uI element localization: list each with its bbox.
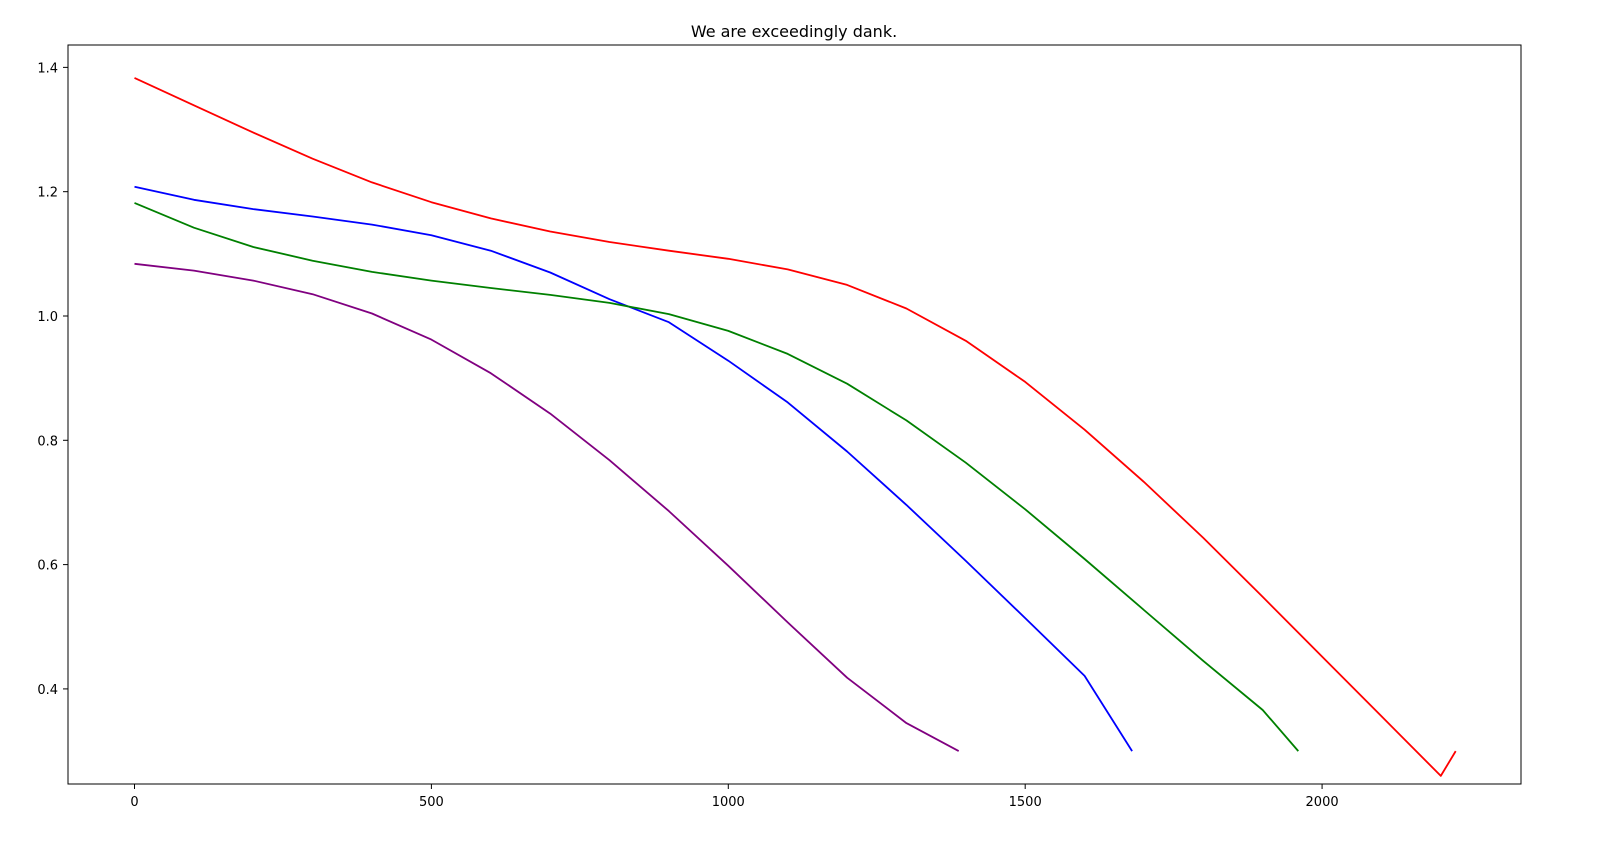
y-tick-label: 1.0 [37,310,58,325]
x-tick-label: 500 [419,795,444,810]
series-layer [134,77,1457,777]
x-tick-label: 0 [130,795,138,810]
y-tick-label: 0.4 [37,683,58,698]
y-tick-label: 1.4 [37,61,58,76]
series-line-1 [134,185,1133,752]
y-tick-label: 0.8 [37,434,58,449]
tick-layer: 0 500 1000 1500 2000 0.4 0.6 0.8 1.0 1.2 1.4 [37,61,1338,810]
series-line-2 [134,202,1299,752]
chart-title: We are exceedingly dank. [691,22,897,41]
x-tick-label: 1000 [712,795,745,810]
x-tick-label: 1500 [1009,795,1042,810]
plot-frame [67,44,1522,785]
x-tick-label: 2000 [1306,795,1339,810]
y-tick-label: 1.2 [37,186,58,201]
y-tick-label: 0.6 [37,559,58,574]
series-line-3 [134,262,960,752]
series-line-0 [134,77,1457,777]
